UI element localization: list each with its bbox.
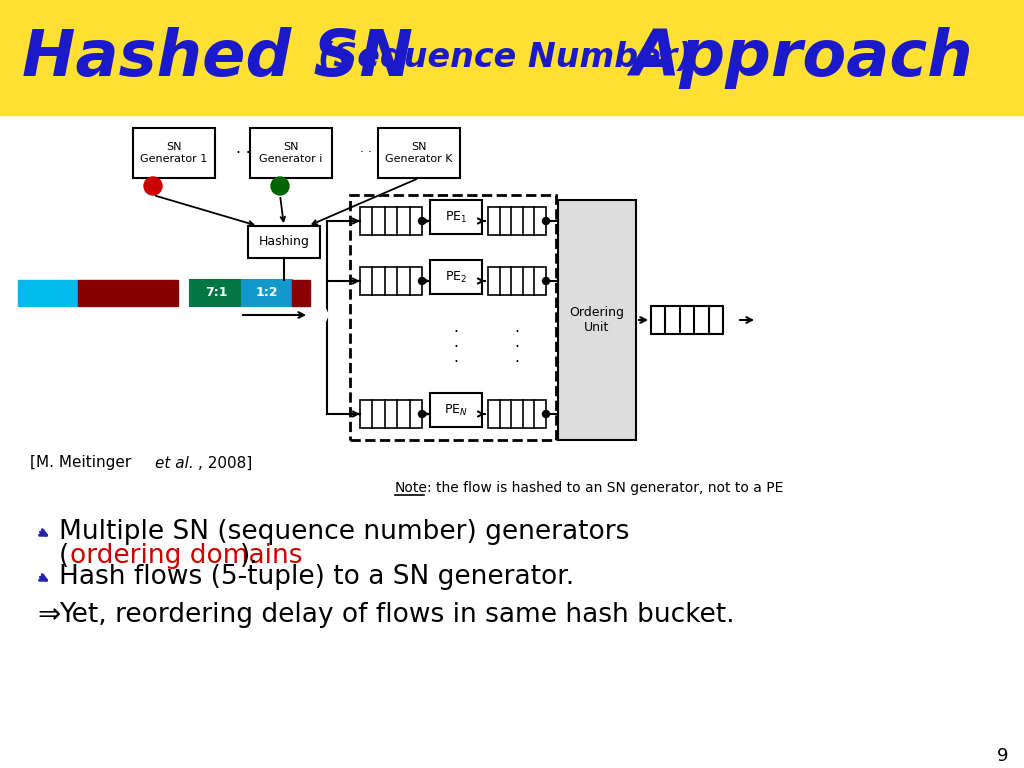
Text: · · ·: · · · bbox=[360, 147, 380, 160]
Text: · ·: · · bbox=[236, 145, 250, 161]
Text: ·
·
·: · · · bbox=[515, 325, 519, 370]
Bar bbox=[78, 280, 178, 306]
Text: Approach: Approach bbox=[630, 27, 973, 89]
Bar bbox=[430, 393, 482, 427]
Bar bbox=[488, 207, 546, 235]
Bar bbox=[378, 128, 460, 178]
Text: Yet, reordering delay of flows in same hash bucket.: Yet, reordering delay of flows in same h… bbox=[59, 602, 734, 628]
Bar bbox=[292, 280, 310, 306]
Text: 1:2: 1:2 bbox=[256, 286, 279, 300]
Text: , 2008]: , 2008] bbox=[198, 455, 252, 471]
Text: Multiple SN (sequence number) generators: Multiple SN (sequence number) generators bbox=[59, 519, 630, 545]
Text: ordering domains: ordering domains bbox=[70, 543, 302, 569]
Text: SN
Generator K: SN Generator K bbox=[385, 142, 453, 164]
Circle shape bbox=[419, 217, 426, 224]
Bar bbox=[242, 280, 292, 306]
Text: Hashing: Hashing bbox=[259, 236, 309, 249]
Circle shape bbox=[725, 314, 737, 326]
Circle shape bbox=[543, 217, 550, 224]
Text: Note: Note bbox=[395, 481, 428, 495]
Bar bbox=[430, 260, 482, 294]
Circle shape bbox=[543, 277, 550, 284]
Text: ·
·
·: · · · bbox=[454, 325, 459, 370]
Bar bbox=[350, 195, 556, 440]
Text: (Sequence Number): (Sequence Number) bbox=[318, 41, 692, 74]
Text: PE$_2$: PE$_2$ bbox=[444, 270, 467, 285]
Text: 9: 9 bbox=[996, 747, 1008, 765]
Bar bbox=[250, 128, 332, 178]
Text: : the flow is hashed to an SN generator, not to a PE: : the flow is hashed to an SN generator,… bbox=[427, 481, 783, 495]
Bar bbox=[190, 280, 242, 306]
Bar bbox=[488, 267, 546, 295]
Text: PE$_N$: PE$_N$ bbox=[444, 402, 468, 418]
Bar bbox=[248, 226, 319, 258]
Text: 7:1: 7:1 bbox=[205, 286, 227, 300]
Text: (: ( bbox=[59, 543, 70, 569]
Circle shape bbox=[271, 177, 289, 195]
Text: SN
Generator 1: SN Generator 1 bbox=[140, 142, 208, 164]
Text: [M. Meitinger: [M. Meitinger bbox=[30, 455, 136, 471]
Circle shape bbox=[543, 411, 550, 418]
Text: et al.: et al. bbox=[155, 455, 194, 471]
Bar bbox=[360, 207, 422, 235]
Bar bbox=[18, 280, 78, 306]
Bar bbox=[651, 306, 723, 334]
Circle shape bbox=[419, 277, 426, 284]
Bar bbox=[488, 400, 546, 428]
Text: Hash flows (5-tuple) to a SN generator.: Hash flows (5-tuple) to a SN generator. bbox=[59, 564, 574, 590]
Text: ).: ). bbox=[240, 543, 259, 569]
Circle shape bbox=[419, 411, 426, 418]
Text: PE$_1$: PE$_1$ bbox=[444, 210, 467, 224]
Bar bbox=[360, 267, 422, 295]
Text: SN
Generator i: SN Generator i bbox=[259, 142, 323, 164]
Text: ⇒: ⇒ bbox=[37, 601, 60, 629]
Bar bbox=[430, 200, 482, 234]
Text: Hashed SN: Hashed SN bbox=[22, 27, 413, 89]
Bar bbox=[558, 200, 636, 440]
Circle shape bbox=[309, 306, 327, 324]
Bar bbox=[0, 0, 1024, 115]
Bar bbox=[360, 400, 422, 428]
Text: Ordering
Unit: Ordering Unit bbox=[569, 306, 625, 334]
Circle shape bbox=[144, 177, 162, 195]
Bar bbox=[133, 128, 215, 178]
